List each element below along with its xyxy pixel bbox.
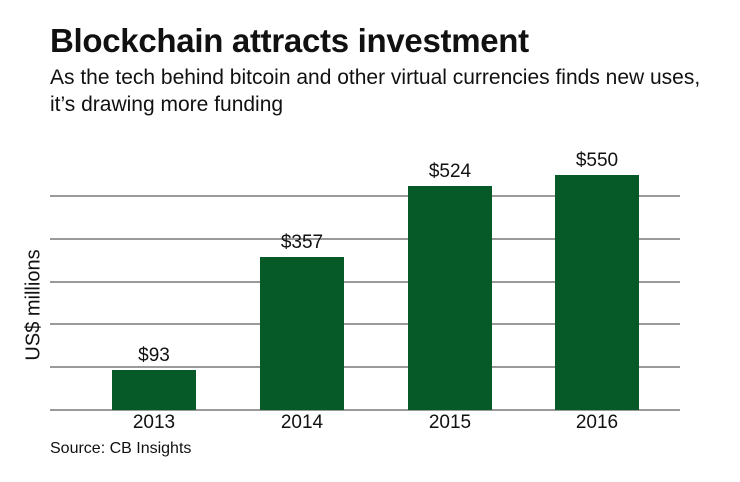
chart-title: Blockchain attracts investment (50, 22, 529, 59)
x-tick-label: 2015 (428, 412, 472, 433)
bar-2015 (408, 185, 492, 410)
x-tick-label: 2014 (280, 412, 324, 433)
value-label: $550 (575, 149, 619, 171)
gridline (50, 409, 680, 411)
gridline (50, 323, 680, 326)
x-tick-label: 2016 (575, 412, 619, 433)
bar-2013 (112, 370, 196, 410)
gridline (50, 366, 680, 369)
bar-2016 (555, 174, 639, 410)
x-tick-label: 2013 (132, 412, 176, 433)
plot-area: $93 2013 $357 2014 $524 2015 $550 2016 (50, 149, 680, 433)
value-label: $524 (428, 160, 472, 182)
source-note: Source: CB Insights (50, 440, 192, 457)
value-label: $357 (280, 232, 324, 254)
y-axis-label: US$ millions (22, 249, 45, 361)
gridline (50, 237, 680, 240)
gridline (50, 280, 680, 283)
chart-subtitle: As the tech behind bitcoin and other vir… (50, 66, 701, 116)
bar-2014 (260, 257, 344, 410)
gridline (50, 195, 680, 197)
value-label: $93 (138, 345, 170, 367)
